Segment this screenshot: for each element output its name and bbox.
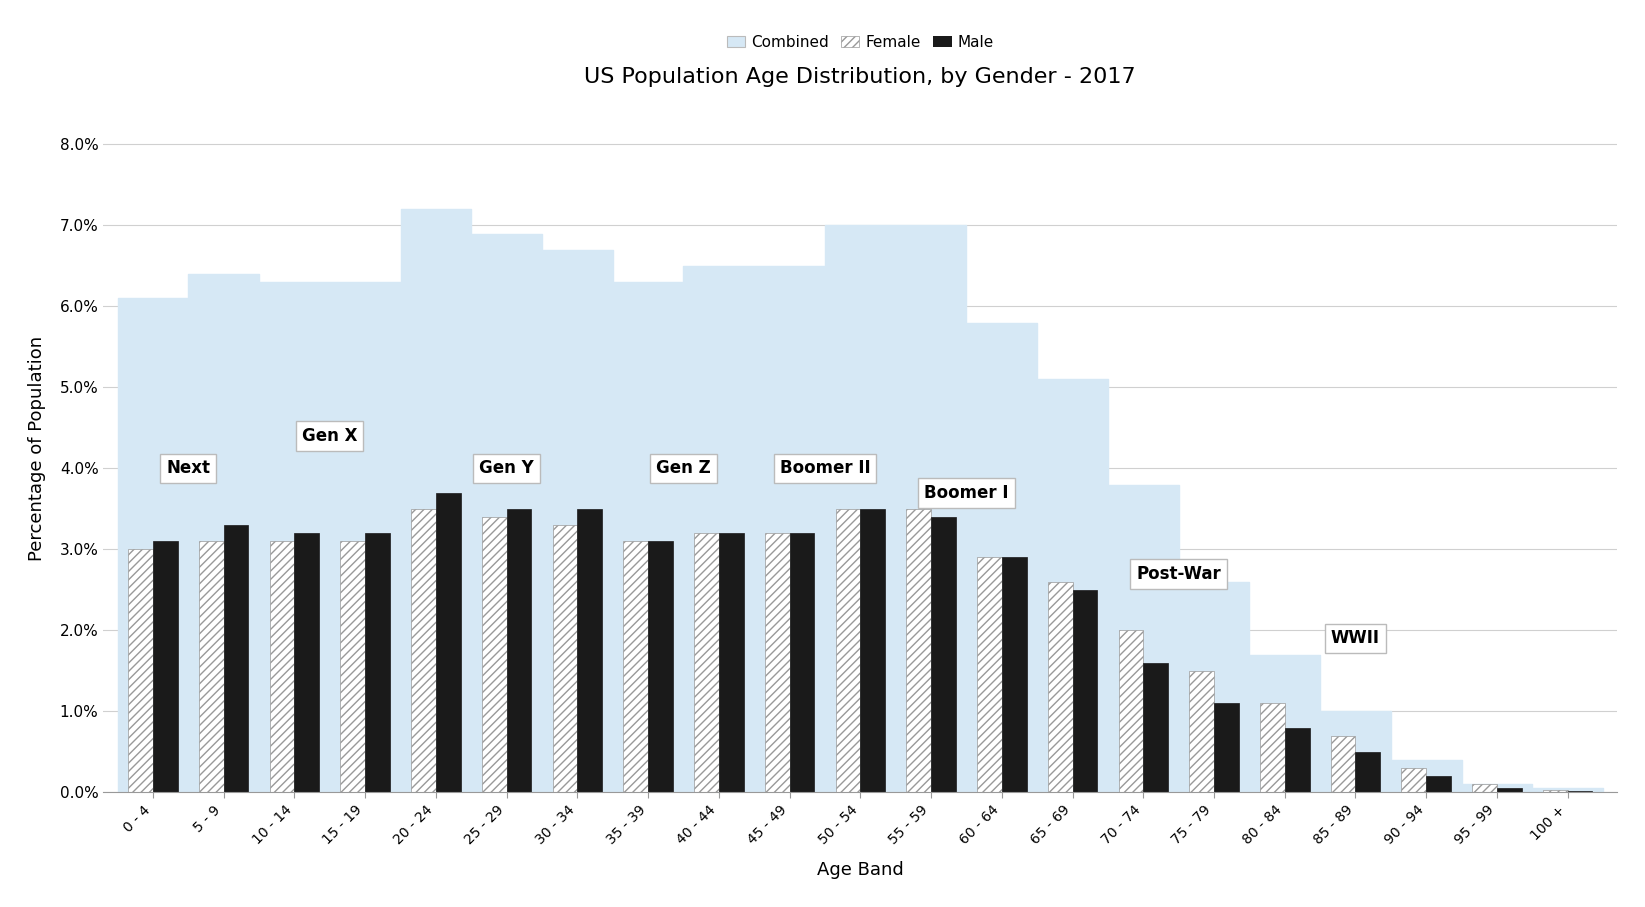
Bar xyxy=(1543,790,1568,793)
Bar xyxy=(128,550,153,793)
Bar xyxy=(1214,703,1239,793)
Bar xyxy=(294,533,319,793)
Bar xyxy=(860,509,885,793)
Title: US Population Age Distribution, by Gender - 2017: US Population Age Distribution, by Gende… xyxy=(584,67,1137,87)
Legend: Combined, Female, Male: Combined, Female, Male xyxy=(721,29,1000,56)
Bar xyxy=(577,509,602,793)
Bar xyxy=(1331,736,1355,793)
Bar xyxy=(931,517,956,793)
Bar xyxy=(341,541,365,793)
Bar xyxy=(906,509,931,793)
Bar xyxy=(1002,558,1026,793)
Bar xyxy=(1402,768,1426,793)
Bar xyxy=(199,541,224,793)
Bar xyxy=(623,541,648,793)
Bar xyxy=(836,509,860,793)
Text: Gen X: Gen X xyxy=(303,427,357,445)
Bar xyxy=(436,493,461,793)
Bar xyxy=(153,541,178,793)
Bar xyxy=(1143,663,1168,793)
Bar xyxy=(365,533,390,793)
Bar xyxy=(1426,776,1451,793)
Bar xyxy=(648,541,673,793)
Bar xyxy=(1260,703,1285,793)
Text: Gen Y: Gen Y xyxy=(479,460,535,477)
Bar xyxy=(1472,785,1497,793)
Bar xyxy=(790,533,814,793)
Text: Post-War: Post-War xyxy=(1137,565,1221,582)
Text: Gen Z: Gen Z xyxy=(656,460,711,477)
Bar xyxy=(1285,727,1309,793)
Bar xyxy=(1189,671,1214,793)
Text: Next: Next xyxy=(166,460,211,477)
Y-axis label: Percentage of Population: Percentage of Population xyxy=(28,336,46,561)
Bar xyxy=(694,533,719,793)
Bar xyxy=(1119,630,1143,793)
Text: WWII: WWII xyxy=(1331,629,1380,648)
X-axis label: Age Band: Age Band xyxy=(818,862,903,879)
Bar xyxy=(765,533,790,793)
Bar xyxy=(507,509,531,793)
Text: Boomer II: Boomer II xyxy=(780,460,870,477)
Bar xyxy=(553,525,577,793)
Text: Boomer I: Boomer I xyxy=(924,483,1008,502)
Bar xyxy=(1355,752,1380,793)
Bar xyxy=(411,509,436,793)
Bar xyxy=(270,541,294,793)
Bar xyxy=(224,525,248,793)
Bar xyxy=(482,517,507,793)
Bar xyxy=(977,558,1002,793)
Bar xyxy=(1073,590,1097,793)
Bar xyxy=(1568,791,1592,793)
Bar xyxy=(1048,581,1073,793)
Bar xyxy=(1497,788,1522,793)
Bar xyxy=(719,533,744,793)
